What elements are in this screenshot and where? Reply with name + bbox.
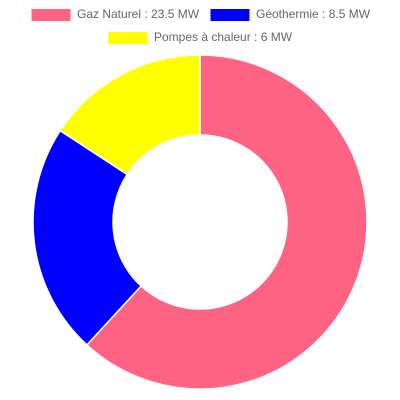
legend-swatch bbox=[30, 8, 72, 22]
legend-swatch bbox=[107, 31, 149, 45]
slice bbox=[32, 129, 143, 346]
legend-swatch bbox=[209, 8, 251, 22]
legend-label: Pompes à chaleur : 6 MW bbox=[154, 30, 293, 44]
legend-label: Gaz Naturel : 23.5 MW bbox=[77, 7, 200, 21]
slice bbox=[59, 54, 201, 176]
slice bbox=[85, 54, 368, 390]
legend-label: Géothermie : 8.5 MW bbox=[256, 7, 371, 21]
